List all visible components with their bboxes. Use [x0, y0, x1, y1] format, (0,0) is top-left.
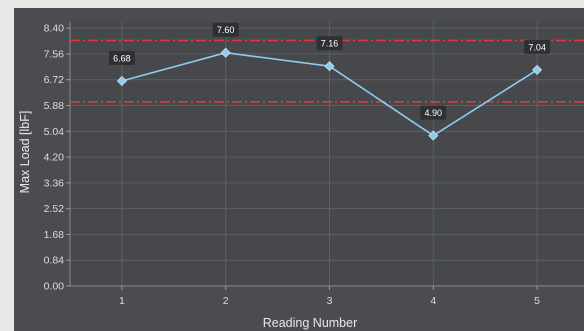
x-tick-label: 3 [327, 295, 333, 307]
x-tick-label: 1 [119, 295, 125, 307]
data-label: 4.90 [425, 108, 443, 118]
chart-panel: 0.00 0.84 1.68 2.52 3.36 4.20 5.04 5.88 6.72 7.56… [14, 8, 584, 331]
data-label-box [524, 39, 551, 54]
data-label: 7.16 [321, 39, 339, 49]
data-label: 6.68 [113, 53, 131, 63]
y-tick-label: 2.52 [44, 203, 65, 215]
x-axis-ticks: 1 2 3 4 5 [119, 286, 540, 307]
x-tick-label: 4 [430, 295, 436, 307]
x-tick-label: 2 [223, 295, 229, 307]
data-label-box [316, 36, 343, 51]
data-point-marker [116, 75, 127, 86]
x-tick-label: 5 [534, 295, 540, 307]
data-point-marker [428, 130, 439, 141]
y-tick-label: 4.20 [44, 152, 65, 164]
data-series [116, 47, 543, 141]
y-tick-label: 0.84 [44, 255, 65, 267]
data-label-box [420, 105, 447, 120]
data-label-box [108, 50, 135, 65]
y-axis-title: Max Load [lbF] [18, 111, 32, 194]
data-label: 7.60 [217, 25, 235, 35]
data-labels: 6.68 7.60 7.16 4.90 7.04 [108, 22, 551, 120]
y-tick-label: 8.40 [44, 23, 65, 35]
y-tick-label: 5.04 [44, 126, 65, 138]
y-tick-label: 0.00 [44, 281, 65, 293]
y-tick-label: 1.68 [44, 229, 65, 241]
y-tick-label: 7.56 [44, 48, 65, 60]
x-axis-title: Reading Number [263, 316, 358, 330]
data-point-marker [324, 61, 335, 72]
line-chart: 0.00 0.84 1.68 2.52 3.36 4.20 5.04 5.88 6.72 7.56… [18, 22, 584, 330]
data-label-box [212, 22, 239, 37]
y-tick-label: 5.88 [44, 100, 65, 112]
y-tick-label: 3.36 [44, 177, 65, 189]
data-label: 7.04 [528, 42, 546, 52]
plot-area [70, 22, 584, 286]
data-point-marker [220, 47, 231, 58]
y-tick-label: 6.72 [44, 74, 65, 86]
data-point-marker [532, 64, 543, 75]
y-axis-ticks: 0.00 0.84 1.68 2.52 3.36 4.20 5.04 5.88 6.72 7.56… [44, 23, 70, 293]
